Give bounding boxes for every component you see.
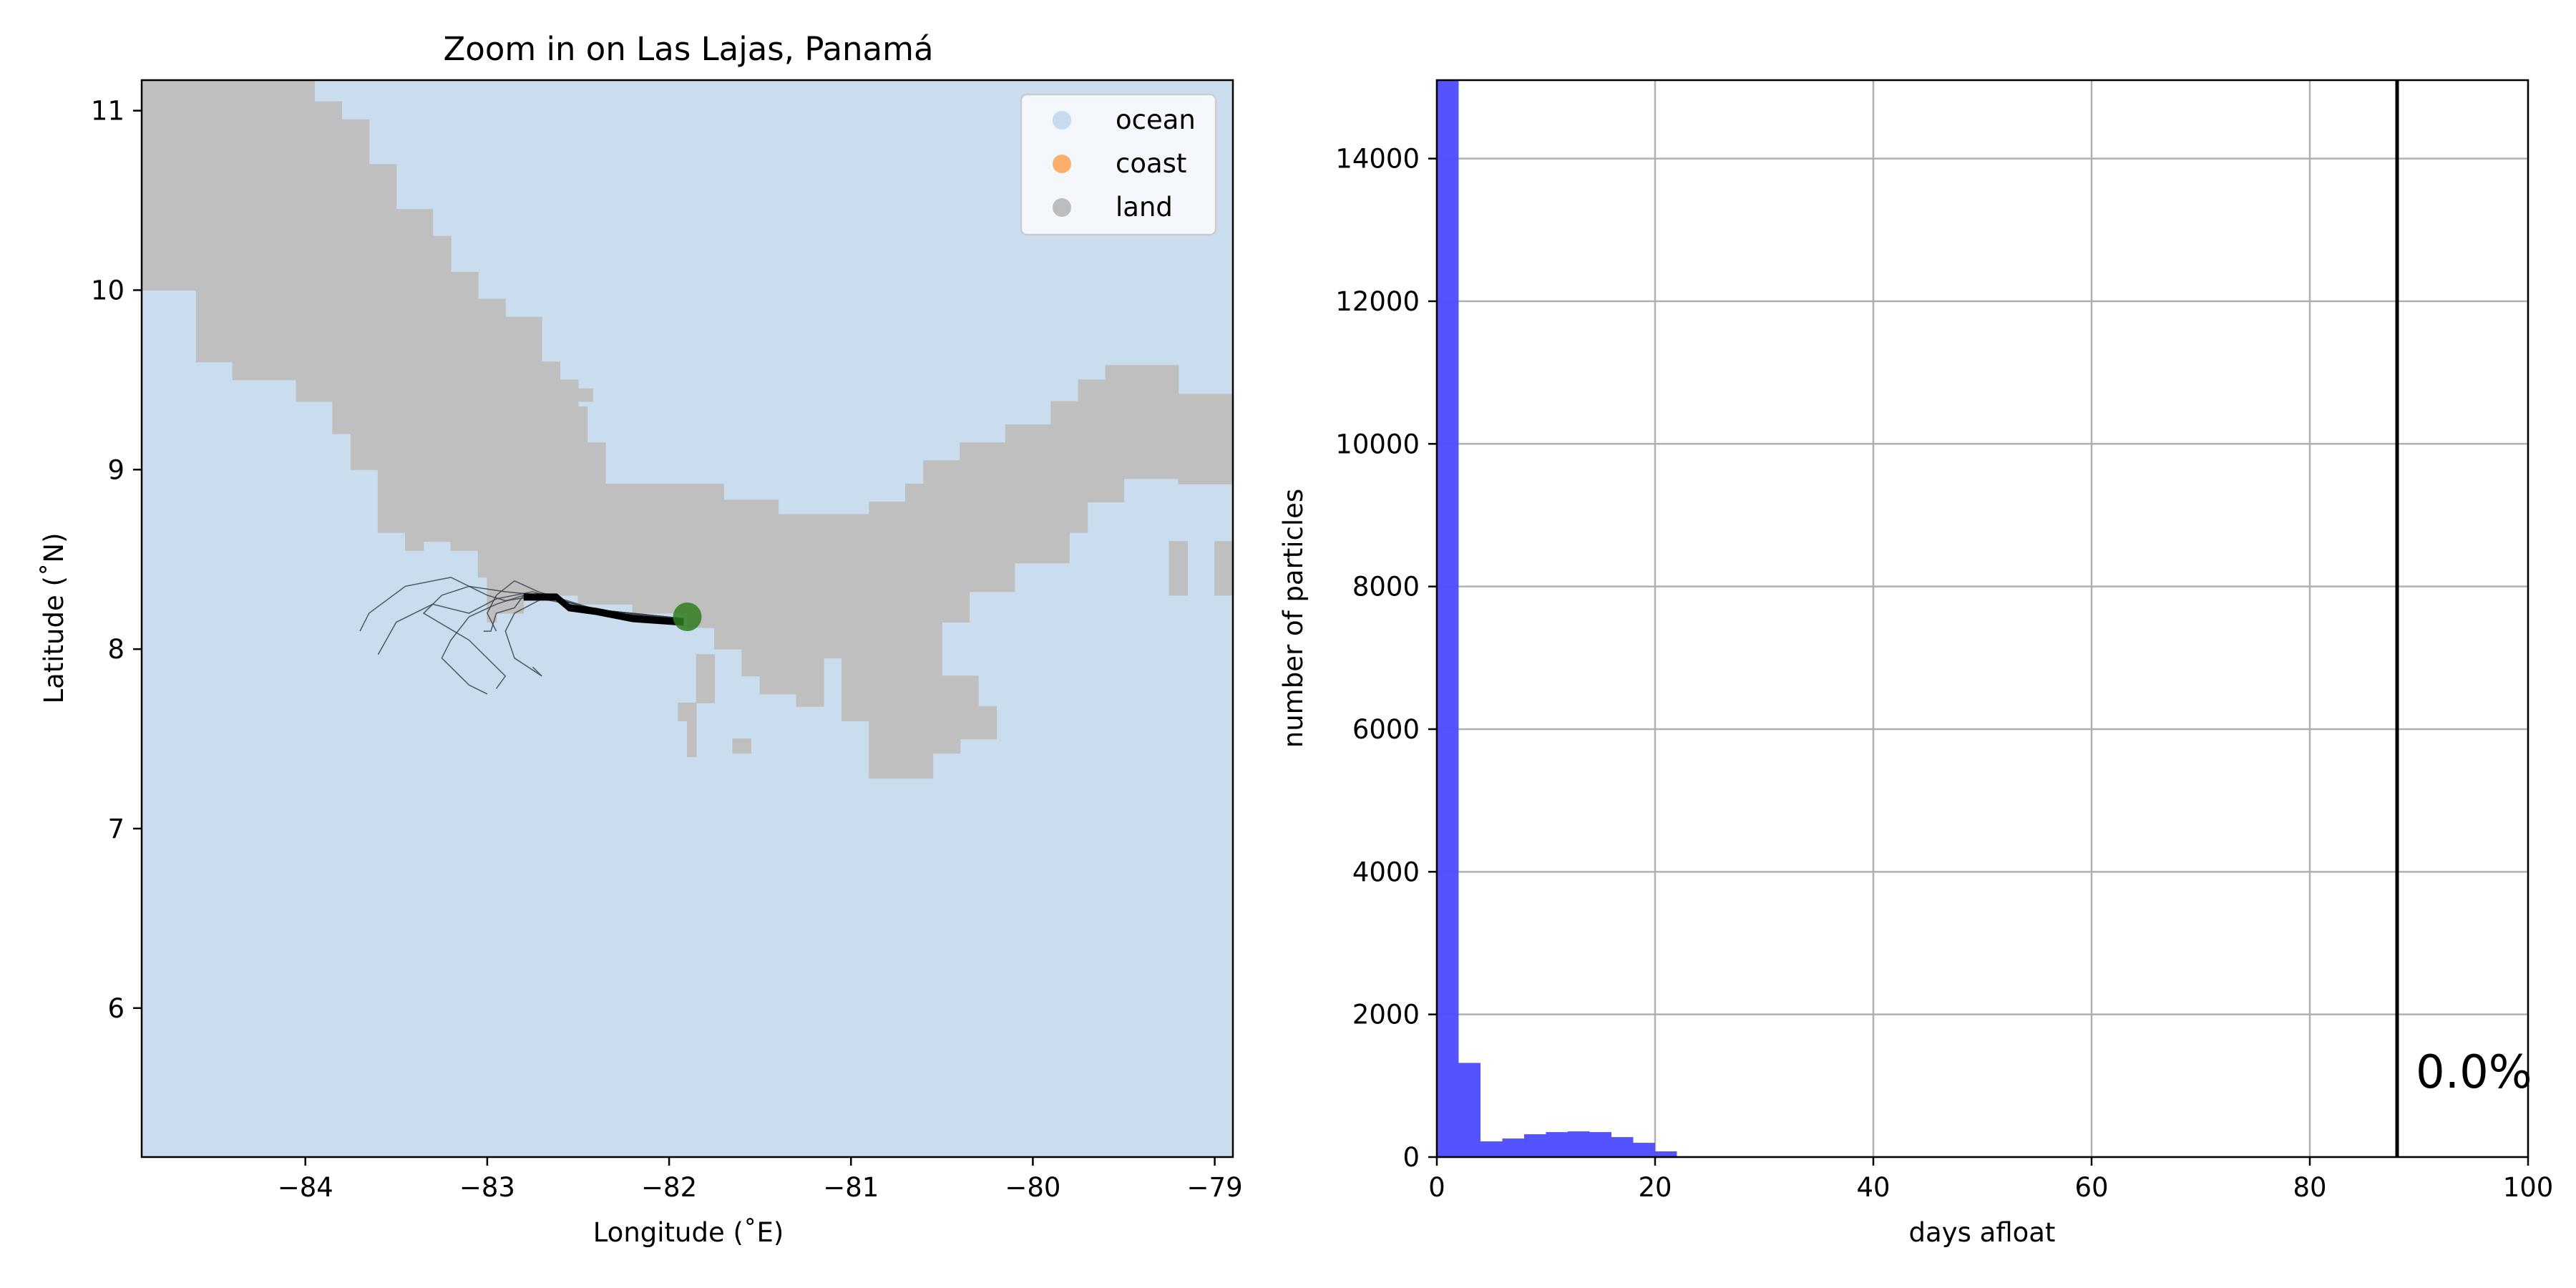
map-legend: ocean coast land [1020, 93, 1217, 236]
hist-y-tick-label: 14000 [1335, 144, 1420, 175]
histogram-bar [1655, 1151, 1677, 1157]
hist-x-tick-label: 80 [2293, 1172, 2326, 1203]
legend-frame [1020, 93, 1217, 236]
hist-x-tick-label: 60 [2074, 1172, 2108, 1203]
map-y-tick-label: 7 [107, 814, 125, 844]
release-point-marker [673, 602, 702, 631]
histogram-bar [1568, 1131, 1590, 1157]
histogram-bar [1458, 1063, 1480, 1157]
map-x-ticks: −84 −83 −82 −81 −80 −79 [278, 1157, 1243, 1203]
hist-y-tick-label: 0 [1402, 1142, 1420, 1173]
histogram-y-axis-label: number of particles [1278, 489, 1309, 748]
histogram-bar [1633, 1143, 1655, 1157]
hist-y-tick-label: 10000 [1335, 429, 1420, 459]
histogram-frame [1435, 79, 2529, 1158]
hist-y-tick-label: 12000 [1335, 286, 1420, 317]
land-polygon-2 [732, 738, 751, 754]
map-panel: Zoom in on Las Lajas, Panamá −84 −83 −82 −8… [39, 30, 1243, 1248]
hist-x-tick-label: 0 [1428, 1172, 1445, 1203]
release-layer [673, 602, 702, 631]
legend-ocean-label: ocean [1116, 104, 1196, 135]
map-y-ticks: 6 7 8 9 10 11 [91, 96, 142, 1024]
map-y-tick-label: 8 [107, 634, 125, 665]
map-x-tick-label: −80 [1005, 1172, 1060, 1203]
hist-y-tick-label: 6000 [1352, 714, 1420, 745]
tracks-layer [359, 576, 684, 695]
map-y-tick-label: 11 [91, 96, 125, 127]
map-frame [140, 79, 1234, 1158]
histogram-panel: 0 20 40 60 80 100 0 2000 4000 6000 8000 10000 12000… [1278, 79, 2553, 1248]
histogram-bar [1480, 1141, 1503, 1157]
land-layer [142, 80, 1233, 779]
histogram-bar [1611, 1137, 1634, 1157]
map-x-tick-label: −79 [1187, 1172, 1243, 1203]
histogram-bar [1437, 80, 1459, 1157]
histogram-y-ticks: 0 2000 4000 6000 8000 10000 12000 14000 [1335, 144, 1437, 1173]
map-y-tick-label: 6 [107, 993, 125, 1024]
legend-land-label: land [1116, 192, 1173, 223]
legend-coast-marker [1053, 155, 1071, 173]
map-y-tick-label: 10 [91, 275, 125, 306]
legend-ocean-marker [1053, 111, 1071, 130]
legend-coast-label: coast [1116, 148, 1186, 179]
map-y-tick-label: 9 [107, 454, 125, 485]
map-x-axis-label: Longitude (˚E) [593, 1217, 784, 1248]
hist-y-tick-label: 8000 [1352, 572, 1420, 602]
hist-y-tick-label: 2000 [1352, 1000, 1420, 1030]
hist-x-tick-label: 20 [1638, 1172, 1672, 1203]
hist-x-tick-label: 40 [1856, 1172, 1890, 1203]
map-x-tick-label: −82 [641, 1172, 697, 1203]
hist-y-tick-label: 4000 [1352, 857, 1420, 887]
hist-x-tick-label: 100 [2503, 1172, 2554, 1203]
land-polygon-3 [577, 388, 593, 402]
particle-track-5 [422, 585, 684, 689]
land-polygon-1 [678, 654, 716, 758]
histogram-bars [1437, 80, 1699, 1157]
histogram-annotation: 0.0% [2416, 1046, 2532, 1099]
map-title: Zoom in on Las Lajas, Panamá [443, 30, 933, 68]
land-polygon-5 [1214, 541, 1233, 596]
histogram-bar [1546, 1132, 1568, 1157]
map-x-tick-label: −84 [278, 1172, 333, 1203]
map-x-tick-label: −81 [823, 1172, 879, 1203]
histogram-bar [1502, 1138, 1524, 1157]
legend-land-marker [1053, 198, 1071, 217]
map-x-tick-label: −83 [459, 1172, 515, 1203]
histogram-bar [1589, 1132, 1611, 1157]
land-polygon-0 [142, 80, 1233, 779]
particle-track-bundle-2 [523, 597, 684, 626]
land-polygon-4 [1169, 541, 1188, 596]
histogram-bar [1524, 1134, 1546, 1157]
map-y-axis-label: Latitude (˚N) [39, 532, 69, 703]
histogram-x-ticks: 0 20 40 60 80 100 [1428, 1157, 2553, 1203]
histogram-x-axis-label: days afloat [1909, 1217, 2056, 1248]
map-area [142, 80, 1233, 1157]
